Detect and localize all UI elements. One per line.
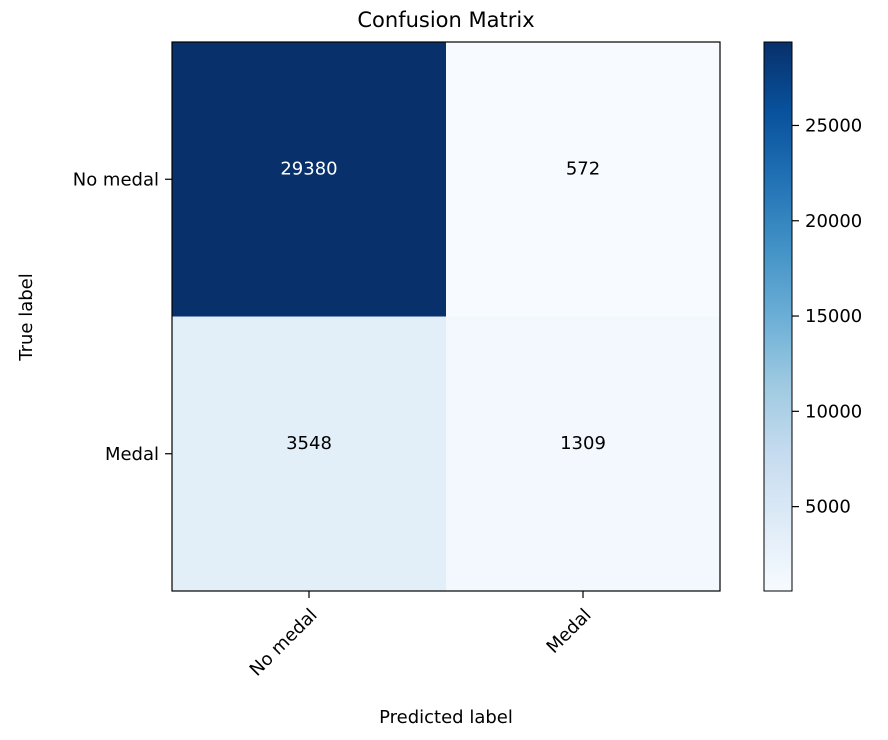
cell-value-label: 29380 — [280, 158, 337, 179]
heatmap-cell — [446, 42, 720, 317]
y-axis: No medal Medal — [73, 169, 172, 465]
heatmap-cells: 29380 572 3548 1309 — [172, 42, 720, 591]
chart-title: Confusion Matrix — [357, 8, 534, 32]
heatmap-cell — [172, 316, 446, 591]
colorbar-axis: 5000 10000 15000 20000 25000 — [792, 115, 862, 518]
x-tick-label: Medal — [543, 605, 596, 658]
y-tick-label: Medal — [105, 444, 159, 465]
colorbar-tick-label: 15000 — [805, 306, 862, 327]
colorbar — [763, 41, 793, 592]
heatmap-cell — [446, 316, 720, 591]
colorbar-tick-label: 10000 — [805, 401, 862, 422]
plot-frame — [171, 41, 721, 592]
x-tick-label: No medal — [246, 605, 322, 681]
y-axis-label: True label — [16, 273, 37, 362]
cell-value-label: 1309 — [560, 433, 606, 454]
x-axis-label: Predicted label — [379, 707, 513, 728]
cell-value-label: 3548 — [286, 433, 332, 454]
colorbar-tick-label: 25000 — [805, 115, 862, 136]
heatmap-cell — [172, 42, 446, 317]
x-axis: No medal Medal — [246, 591, 596, 681]
colorbar-tick-label: 5000 — [805, 497, 851, 518]
y-tick-label: No medal — [73, 169, 159, 190]
colorbar-tick-label: 20000 — [805, 211, 862, 232]
cell-value-label: 572 — [566, 158, 600, 179]
